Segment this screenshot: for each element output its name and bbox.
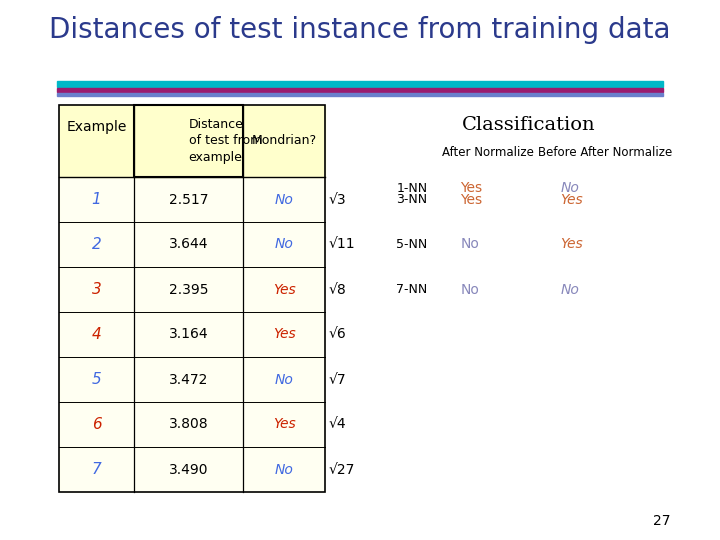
Text: No: No [275,373,294,387]
Bar [58,88,662,92]
Bar [58,81,662,87]
Bar [59,357,325,402]
Text: √11: √11 [328,238,355,252]
Text: √8: √8 [328,282,346,296]
Text: √6: √6 [328,327,346,341]
Text: √27: √27 [328,462,354,476]
Text: Yes: Yes [273,282,296,296]
Text: No: No [460,282,480,296]
Text: 3.164: 3.164 [168,327,208,341]
Text: Yes: Yes [273,417,296,431]
Bar [59,447,325,492]
Text: 5: 5 [91,372,102,387]
Text: Yes: Yes [561,192,583,206]
Bar [58,93,662,96]
Text: 2.517: 2.517 [168,192,208,206]
Bar [59,105,325,492]
Bar [59,312,325,357]
Text: Mondrian?: Mondrian? [252,134,317,147]
Text: 3.472: 3.472 [169,373,208,387]
Text: After Normalize: After Normalize [442,146,534,159]
Text: 6: 6 [91,417,102,432]
Text: 3.808: 3.808 [168,417,208,431]
Text: 7-NN: 7-NN [397,283,428,296]
Text: Example: Example [66,120,127,134]
Text: No: No [275,462,294,476]
Text: Yes: Yes [460,192,482,206]
Text: √7: √7 [328,373,346,387]
Text: 7: 7 [91,462,102,477]
Text: 1-NN: 1-NN [397,182,428,195]
Bar [59,402,325,447]
Text: Before After Normalize: Before After Normalize [538,146,672,159]
Text: √3: √3 [328,192,346,206]
Text: Yes: Yes [561,238,583,252]
Text: 3.490: 3.490 [168,462,208,476]
Text: Yes: Yes [273,327,296,341]
Text: No: No [460,238,480,252]
Bar [59,267,325,312]
Bar [59,177,325,222]
Bar [59,105,325,177]
Text: 1: 1 [91,192,102,207]
Text: 3-NN: 3-NN [397,193,428,206]
Text: Yes: Yes [460,181,482,195]
Bar [134,105,243,177]
Text: 3: 3 [91,282,102,297]
Text: 3.644: 3.644 [168,238,208,252]
Text: √4: √4 [328,417,346,431]
Text: No: No [275,238,294,252]
Text: 2.395: 2.395 [168,282,208,296]
Text: Classification: Classification [462,116,595,134]
Text: 4: 4 [91,327,102,342]
Text: 2: 2 [91,237,102,252]
Bar [59,222,325,267]
Text: Distance
of test from
example: Distance of test from example [189,118,262,164]
Text: No: No [275,192,294,206]
Text: Distances of test instance from training data: Distances of test instance from training… [49,16,671,44]
Text: No: No [561,282,580,296]
Text: 5-NN: 5-NN [397,238,428,251]
Text: No: No [561,181,580,195]
Text: 27: 27 [652,514,670,528]
